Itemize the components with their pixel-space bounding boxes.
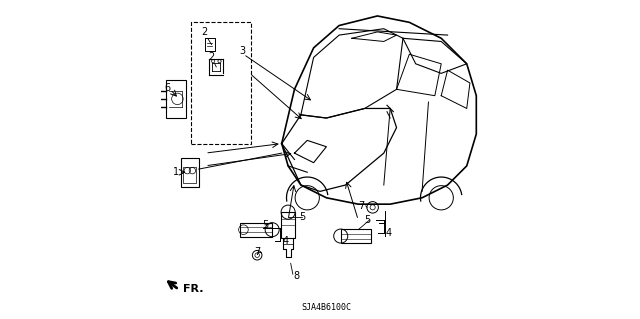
Text: 2: 2 <box>209 52 214 63</box>
Text: 1: 1 <box>173 167 179 177</box>
Text: FR.: FR. <box>183 284 204 294</box>
Text: 3: 3 <box>240 46 246 56</box>
Text: 6: 6 <box>164 83 171 93</box>
Text: 4: 4 <box>385 228 392 238</box>
Bar <box>340 229 371 243</box>
Text: 5: 5 <box>299 212 305 222</box>
Text: 7: 7 <box>358 201 365 211</box>
Text: 5: 5 <box>262 220 268 230</box>
Bar <box>166 80 186 118</box>
Text: 2: 2 <box>202 27 207 37</box>
Text: 7: 7 <box>254 247 260 257</box>
Bar <box>184 167 196 183</box>
FancyBboxPatch shape <box>191 22 252 144</box>
Text: SJA4B6100C: SJA4B6100C <box>301 303 351 312</box>
Bar <box>181 158 199 187</box>
Text: 8: 8 <box>293 271 299 281</box>
Bar <box>281 212 295 238</box>
Bar <box>240 223 272 237</box>
Text: 5: 5 <box>364 215 371 225</box>
Text: 4: 4 <box>283 236 289 246</box>
